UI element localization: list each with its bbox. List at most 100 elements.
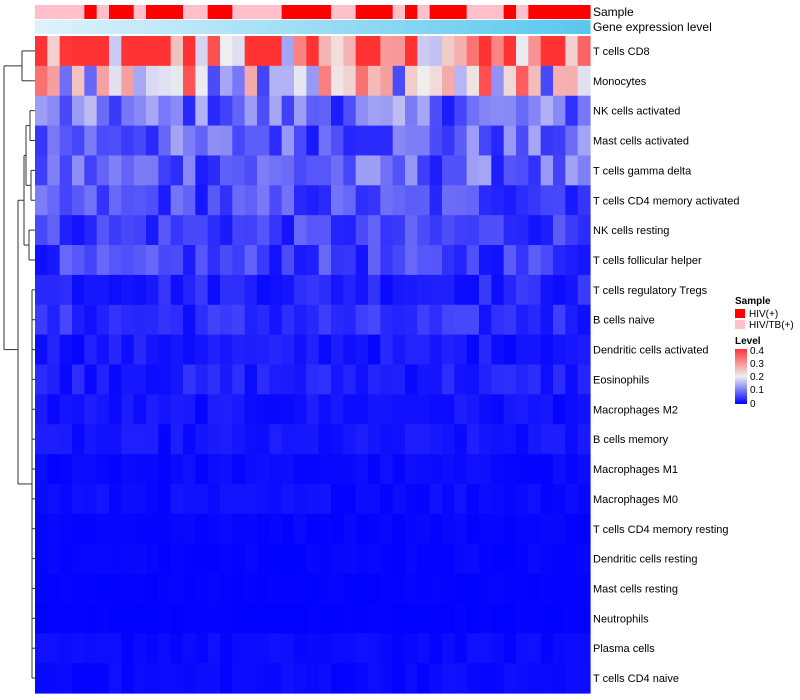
heatmap-cell — [392, 215, 406, 246]
heatmap-cell — [368, 364, 381, 395]
heatmap-cell — [318, 125, 332, 157]
row-label: Macrophages M0 — [593, 494, 678, 506]
heatmap-cell — [417, 334, 431, 366]
heatmap-cell — [553, 633, 566, 664]
heatmap-cell — [454, 573, 468, 605]
heatmap-cell — [503, 543, 517, 575]
heatmap-cell — [195, 633, 209, 664]
heatmap-cell — [429, 603, 443, 634]
sample-annotation-cell — [466, 5, 480, 19]
heatmap-cell — [454, 95, 468, 127]
heatmap-cell — [553, 65, 566, 97]
heatmap-cell — [158, 394, 172, 425]
heatmap-cell — [318, 513, 332, 545]
heatmap-cell — [257, 513, 270, 545]
heatmap-cell — [479, 633, 492, 664]
heatmap-cell — [528, 573, 542, 605]
heatmap-cell — [528, 364, 542, 395]
heatmap-cell — [491, 185, 505, 216]
heatmap-cell — [133, 364, 147, 395]
heatmap-cell — [96, 663, 110, 694]
heatmap-cell — [343, 483, 357, 515]
heatmap-cell — [331, 424, 344, 455]
row-label: Dendritic cells activated — [593, 345, 709, 357]
heatmap-cell — [429, 215, 443, 246]
heatmap-cell — [565, 95, 579, 127]
heatmap-cell — [528, 513, 542, 545]
heatmap-cell — [503, 663, 517, 694]
heatmap-cell — [207, 454, 221, 485]
heatmap-cell — [195, 304, 209, 336]
heatmap-cell — [133, 663, 147, 694]
heatmap-cell — [306, 245, 320, 276]
heatmap-cell — [343, 334, 357, 366]
heatmap-cell — [405, 483, 418, 515]
sample-annotation-cell — [84, 5, 98, 19]
heatmap-cell — [257, 155, 270, 186]
heatmap-cell — [72, 334, 85, 366]
sample-annotation-cell — [158, 5, 172, 19]
heatmap-cell — [392, 245, 406, 276]
heatmap-cell — [405, 125, 418, 157]
heatmap-cell — [331, 245, 344, 276]
heatmap-cell — [269, 513, 283, 545]
heatmap-cell — [195, 454, 209, 485]
heatmap-cell — [466, 65, 480, 97]
heatmap-cell — [405, 334, 418, 366]
heatmap-cell — [294, 125, 307, 157]
heatmap-cell — [35, 513, 48, 545]
heatmap-cell — [577, 95, 591, 127]
heatmap-cell — [380, 364, 394, 395]
expression-annotation-cell — [331, 20, 344, 34]
heatmap-cell — [109, 334, 122, 366]
heatmap-cell — [183, 454, 196, 485]
expression-annotation-cell — [220, 20, 233, 34]
sample-annotation-cell — [281, 5, 295, 19]
heatmap-cell — [516, 543, 529, 575]
heatmap-cell — [343, 125, 357, 157]
heatmap-cell — [146, 633, 159, 664]
heatmap-cell — [133, 125, 147, 157]
heatmap-cell — [577, 603, 591, 634]
heatmap-cell — [540, 394, 554, 425]
heatmap-cell — [133, 424, 147, 455]
heatmap-cell — [516, 215, 529, 246]
heatmap-cell — [133, 334, 147, 366]
heatmap-cell — [429, 36, 443, 67]
row-label: Macrophages M1 — [593, 464, 678, 476]
heatmap-cell — [47, 65, 61, 97]
heatmap-cell — [72, 573, 85, 605]
row-label: T cells follicular helper — [593, 255, 702, 267]
heatmap-cell — [417, 483, 431, 515]
sample-annotation-cell — [429, 5, 443, 19]
row-label: Mast cells resting — [593, 583, 678, 595]
heatmap-cell — [195, 274, 209, 306]
heatmap-cell — [540, 543, 554, 575]
sample-annotation-cell — [442, 5, 455, 19]
heatmap-cell — [466, 95, 480, 127]
heatmap-cell — [491, 36, 505, 67]
heatmap-cell — [269, 603, 283, 634]
sample-annotation-cell — [207, 5, 221, 19]
sample-annotation-bar — [35, 5, 591, 19]
heatmap-cell — [96, 483, 110, 515]
heatmap-cell — [257, 543, 270, 575]
heatmap-cell — [121, 394, 135, 425]
heatmap-cell — [466, 334, 480, 366]
heatmap-cell — [503, 155, 517, 186]
heatmap-cell — [466, 245, 480, 276]
heatmap-cell — [343, 95, 357, 127]
heatmap-cell — [503, 125, 517, 157]
heatmap-cell — [109, 573, 122, 605]
heatmap-cell — [318, 155, 332, 186]
heatmap-cell — [84, 185, 98, 216]
heatmap-cell — [220, 454, 233, 485]
heatmap-cell — [380, 185, 394, 216]
heatmap-cell — [294, 36, 307, 67]
heatmap-cell — [528, 215, 542, 246]
heatmap-cell — [269, 36, 283, 67]
heatmap-cell — [35, 633, 48, 664]
heatmap-cell — [244, 513, 258, 545]
heatmap-cell — [392, 633, 406, 664]
heatmap-cell — [442, 65, 455, 97]
